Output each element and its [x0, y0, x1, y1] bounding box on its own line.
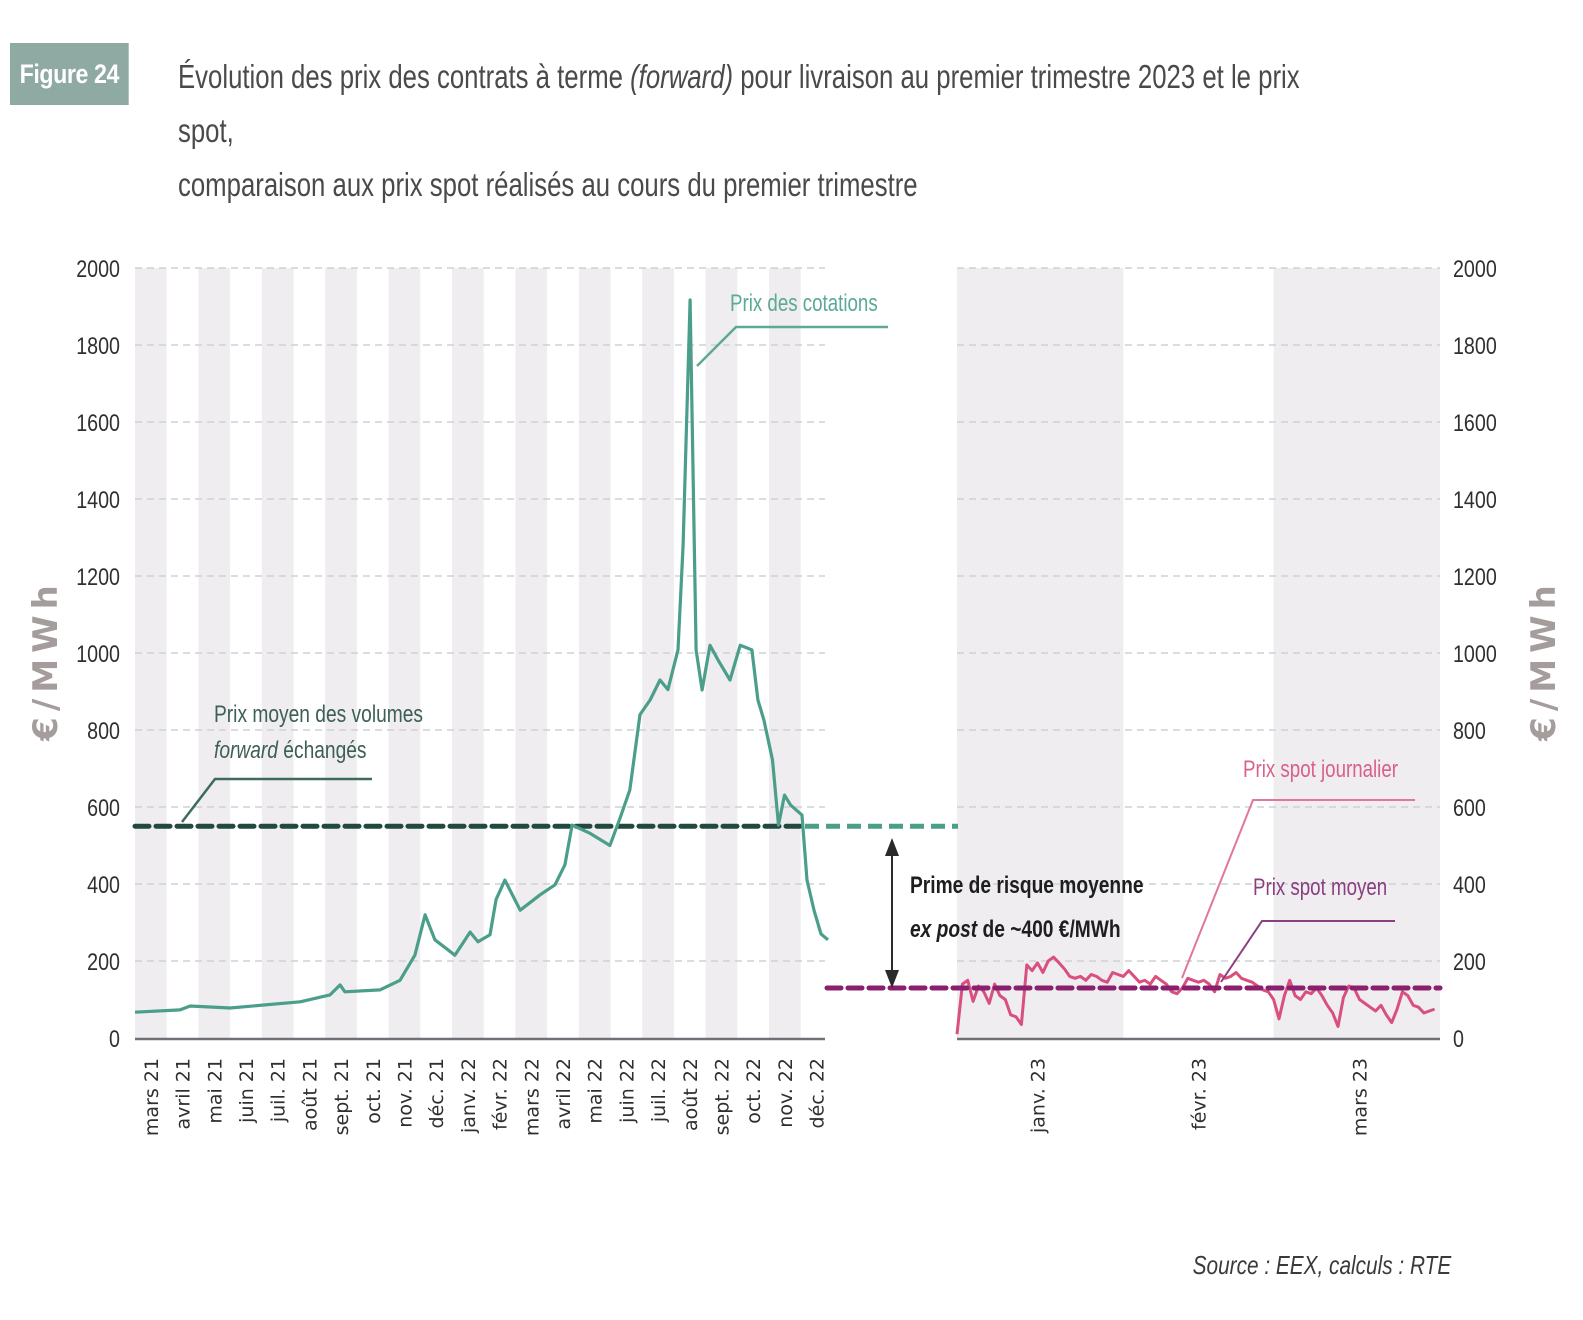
- arrow-head-up-icon: [885, 838, 899, 856]
- x-tick-label: avril 21: [173, 1058, 195, 1129]
- x-tick-label: nov. 21: [394, 1058, 416, 1128]
- forward-price-line: [134, 298, 830, 1014]
- y-tick-label-left: 1200: [76, 563, 120, 590]
- y-tick-label-right: 1800: [1453, 332, 1497, 359]
- y-tick-label-left: 1000: [76, 640, 120, 667]
- leader-forward-avg: [181, 777, 372, 823]
- x-tick-label: sept. 22: [711, 1058, 733, 1135]
- label-risk-premium-line1: Prime de risque moyenne: [910, 871, 1144, 899]
- series-layer: [132, 298, 1443, 1035]
- x-tick-label: déc. 21: [426, 1058, 448, 1128]
- y-tick-label-left: 1800: [76, 332, 120, 359]
- x-tick-label: févr. 23: [1189, 1058, 1211, 1130]
- x-tick-label: août 21: [299, 1058, 321, 1131]
- title-line2: comparaison aux prix spot réalisés au co…: [178, 166, 918, 203]
- y-tick-label-left: 400: [87, 871, 120, 898]
- leader-spot-daily: [1181, 799, 1415, 979]
- gridlines: [135, 267, 1440, 962]
- label-spot-daily: Prix spot journalier: [1243, 756, 1398, 783]
- y-tick-label-left: 2000: [76, 255, 120, 282]
- label-risk-premium-italic: ex post: [910, 915, 978, 943]
- title-part1: Évolution des prix des contrats à terme: [178, 58, 631, 95]
- x-tick-label: mai 21: [204, 1058, 226, 1124]
- x-tick-label: juin 22: [616, 1058, 638, 1124]
- x-tick-label: mars 23: [1350, 1058, 1372, 1136]
- x-tick-label: juil. 22: [648, 1058, 670, 1123]
- leader-spot-avg: [1220, 920, 1395, 983]
- x-tick-label: nov. 22: [775, 1058, 797, 1128]
- x-tick-label: mars 22: [521, 1058, 543, 1136]
- y-tick-label-right: 400: [1453, 871, 1486, 898]
- source-note: Source : EEX, calculs : RTE: [1192, 1250, 1451, 1280]
- y-axis-label-right: €/MWh: [1524, 579, 1564, 742]
- label-forward-avg-line2: forward échangés: [214, 736, 367, 764]
- x-tick-label: mars 21: [141, 1058, 163, 1136]
- label-forward-avg-rest: échangés: [278, 736, 367, 764]
- label-spot-avg: Prix spot moyen: [1253, 874, 1387, 901]
- label-forward-avg-line1: Prix moyen des volumes: [214, 700, 423, 728]
- y-tick-label-right: 600: [1453, 794, 1486, 821]
- axes: 0 0 200 200 400 400 600 600 800 800 1000 1000 1200 12…: [76, 255, 1497, 1136]
- month-bands: [135, 268, 1440, 1038]
- month-band: [261, 268, 294, 1038]
- leader-cotations: [696, 325, 888, 367]
- y-tick-label-right: 2000: [1453, 255, 1497, 282]
- arrow-head-down-icon: [885, 970, 899, 988]
- y-tick-label-left: 800: [87, 717, 120, 744]
- x-tick-label: juin 21: [236, 1058, 258, 1124]
- y-tick-label-right: 1200: [1453, 563, 1497, 590]
- x-tick-label: oct. 22: [743, 1058, 765, 1124]
- x-tick-label: avril 22: [553, 1058, 575, 1129]
- label-risk-premium-line2: ex post de ~400 €/MWh: [910, 915, 1121, 943]
- label-cotations: Prix des cotations: [730, 290, 878, 317]
- x-tick-label: janv. 23: [1028, 1058, 1050, 1134]
- x-tick-label: déc. 22: [807, 1058, 829, 1128]
- figure-badge: Figure 24: [10, 43, 129, 105]
- label-forward-avg-italic: forward: [214, 736, 279, 764]
- title-italic: (forward): [630, 58, 734, 95]
- x-tick-label: oct. 21: [363, 1058, 385, 1124]
- y-tick-label-left: 1600: [76, 409, 120, 436]
- y-tick-label-right: 1400: [1453, 486, 1497, 513]
- y-tick-label-left: 1400: [76, 486, 120, 513]
- title-part2: pour livraison au premier trimestre 2023…: [178, 58, 1300, 149]
- y-tick-label-right: 800: [1453, 717, 1486, 744]
- month-band: [705, 268, 738, 1038]
- y-tick-label-right: 0: [1453, 1025, 1464, 1052]
- y-tick-label-right: 200: [1453, 948, 1486, 975]
- annotations-layer: Prix moyen des volumes forward échangés …: [181, 290, 1415, 988]
- y-tick-label-right: 1000: [1453, 640, 1497, 667]
- x-tick-label: juil. 21: [268, 1058, 290, 1123]
- label-risk-premium-rest: de ~400 €/MWh: [977, 915, 1120, 943]
- y-tick-label-left: 600: [87, 794, 120, 821]
- y-axis-label-left: €/MWh: [26, 579, 66, 742]
- x-tick-label: févr. 22: [490, 1058, 512, 1130]
- x-tick-label: mai 22: [585, 1058, 607, 1124]
- x-tick-label: janv. 22: [458, 1058, 480, 1134]
- y-tick-label-right: 1600: [1453, 409, 1497, 436]
- figure-title: Évolution des prix des contrats à terme …: [178, 50, 1348, 212]
- x-tick-label: sept. 21: [331, 1058, 353, 1135]
- month-band: [452, 268, 484, 1038]
- y-tick-label-left: 0: [109, 1025, 120, 1052]
- y-tick-label-left: 200: [87, 948, 120, 975]
- x-tick-label: août 22: [680, 1058, 702, 1131]
